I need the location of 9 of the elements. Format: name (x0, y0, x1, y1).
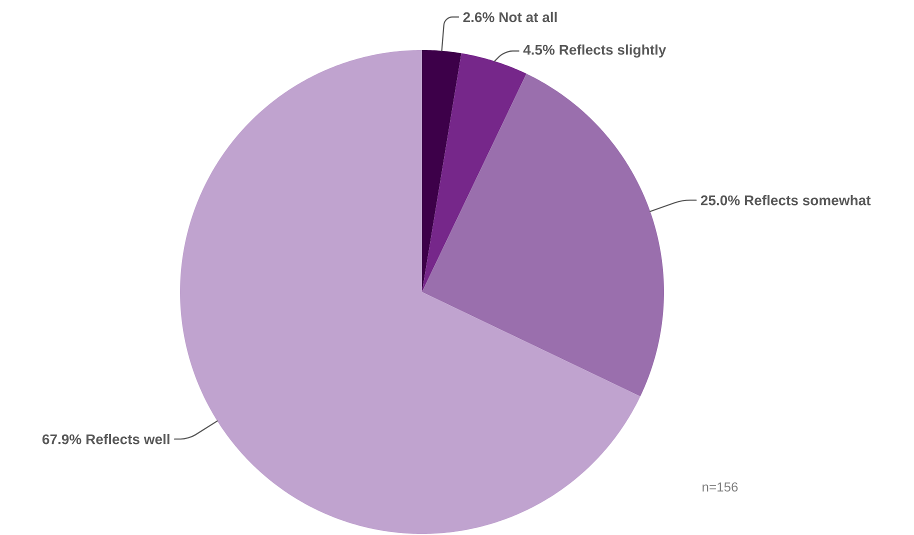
data-label: 25.0% (700, 195, 740, 206)
text: n=156 (702, 482, 738, 492)
slice-label: Reflects slightly (560, 44, 666, 58)
slice-label: Reflects well (86, 434, 170, 444)
data-label: 67.9% (42, 434, 82, 444)
data-label: 2.6% (463, 12, 494, 22)
slice-label: Not at all (500, 12, 557, 22)
slice-label: Reflects somewhat (744, 195, 871, 206)
data-label: 4.5% (523, 44, 555, 55)
